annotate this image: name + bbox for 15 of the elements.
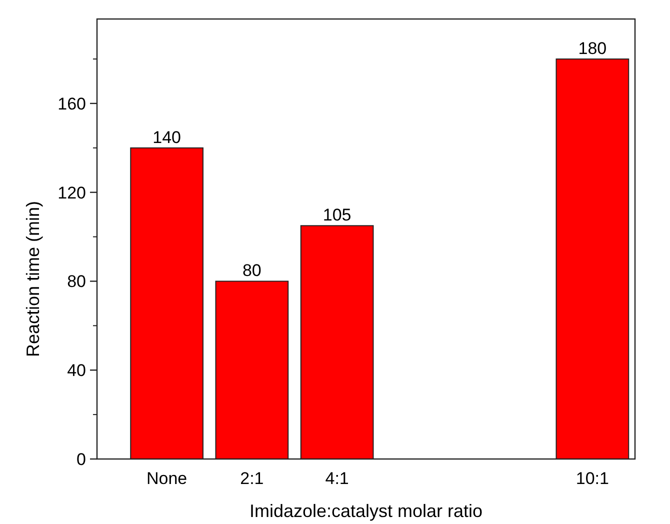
x-tick-label: 4:1: [325, 469, 349, 488]
x-tick-label: 10:1: [576, 469, 609, 488]
y-tick-label: 120: [58, 183, 86, 202]
data-label: 80: [242, 261, 262, 280]
x-axis-title: Imidazole:catalyst molar ratio: [249, 501, 483, 521]
data-label: 140: [152, 128, 181, 147]
y-tick-label: 0: [76, 450, 86, 469]
y-axis-title: Reaction time (min): [23, 200, 43, 358]
y-tick-label: 80: [67, 272, 86, 292]
data-label: 105: [322, 206, 352, 225]
data-label: 180: [578, 39, 607, 58]
y-tick-label: 40: [67, 361, 86, 380]
y-tick-label: 160: [58, 94, 86, 114]
x-tick-label: 2:1: [240, 469, 264, 488]
x-tick-label: None: [146, 469, 188, 488]
